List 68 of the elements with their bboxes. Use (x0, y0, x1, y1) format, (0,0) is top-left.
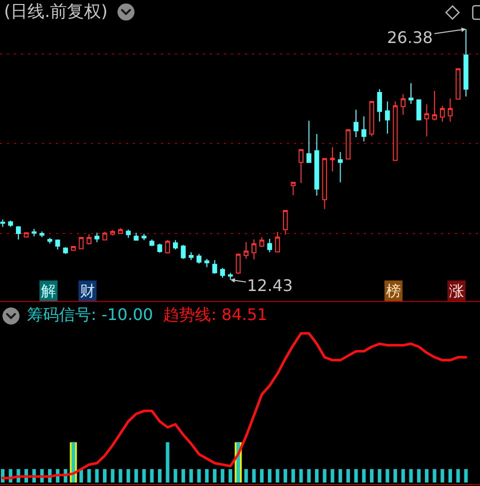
candlestick (448, 98, 453, 122)
candlestick (400, 94, 406, 116)
candlestick (157, 243, 162, 254)
annotation: 解 (41, 282, 56, 300)
candlestick (298, 148, 304, 184)
candlestick (259, 236, 264, 248)
candlestick (236, 252, 241, 275)
candlestick (70, 246, 76, 251)
candlestick (408, 82, 414, 104)
candlestick (32, 228, 37, 237)
candlestick (314, 134, 320, 196)
candlestick (149, 238, 154, 247)
candlestick (338, 151, 343, 183)
candlestick (228, 272, 233, 280)
annotation: 榜 (386, 282, 401, 300)
annotation: 涨 (449, 282, 464, 300)
candlestick (267, 238, 272, 253)
candlestick (126, 229, 131, 238)
annotation: 12.43 (247, 276, 293, 295)
candlestick (424, 104, 430, 137)
candlestick (432, 90, 437, 121)
candlestick (369, 100, 374, 137)
candlestick (47, 237, 52, 244)
candlestick (212, 260, 218, 274)
candlestick (40, 231, 44, 238)
candlestick (361, 116, 366, 142)
candlestick (275, 231, 280, 253)
candlestick (440, 105, 445, 122)
candlestick (385, 101, 390, 134)
candlestick (55, 238, 60, 250)
candlestick (290, 181, 296, 196)
candlestick (118, 228, 123, 234)
candlestick (63, 246, 68, 254)
annotation: 26.38 (387, 28, 433, 47)
candlestick (78, 236, 84, 250)
candlestick (173, 240, 178, 250)
candlestick (322, 158, 328, 210)
candlestick (330, 146, 335, 172)
candlestick (0, 219, 6, 228)
candlestick (196, 253, 202, 264)
candlestick (204, 258, 210, 268)
candlestick (8, 220, 13, 228)
chart-title: (日线.前复权) (4, 2, 108, 22)
candlestick (456, 68, 461, 100)
candlestick (220, 267, 225, 278)
text: 趋势线: 84.51 (163, 305, 268, 325)
candlestick (180, 244, 186, 260)
candlestick (142, 233, 146, 241)
candlestick (346, 128, 351, 160)
candlestick (416, 99, 422, 121)
candlestick (86, 234, 92, 245)
candlestick (377, 88, 382, 122)
candlestick (354, 109, 358, 138)
candlestick (102, 231, 108, 241)
candlestick (244, 242, 249, 260)
candlestick (110, 229, 116, 236)
candlestick (392, 101, 398, 162)
candlestick (94, 232, 100, 243)
text: 筹码信号: -10.00 (27, 305, 154, 325)
candlestick (282, 210, 288, 236)
candlestick (188, 252, 194, 261)
candlestick (252, 238, 256, 260)
annotation: 财 (80, 282, 95, 300)
candlestick (306, 120, 312, 164)
candlestick (134, 232, 139, 242)
candlestick (464, 28, 468, 97)
candlestick (165, 240, 170, 254)
candlestick (16, 226, 21, 240)
